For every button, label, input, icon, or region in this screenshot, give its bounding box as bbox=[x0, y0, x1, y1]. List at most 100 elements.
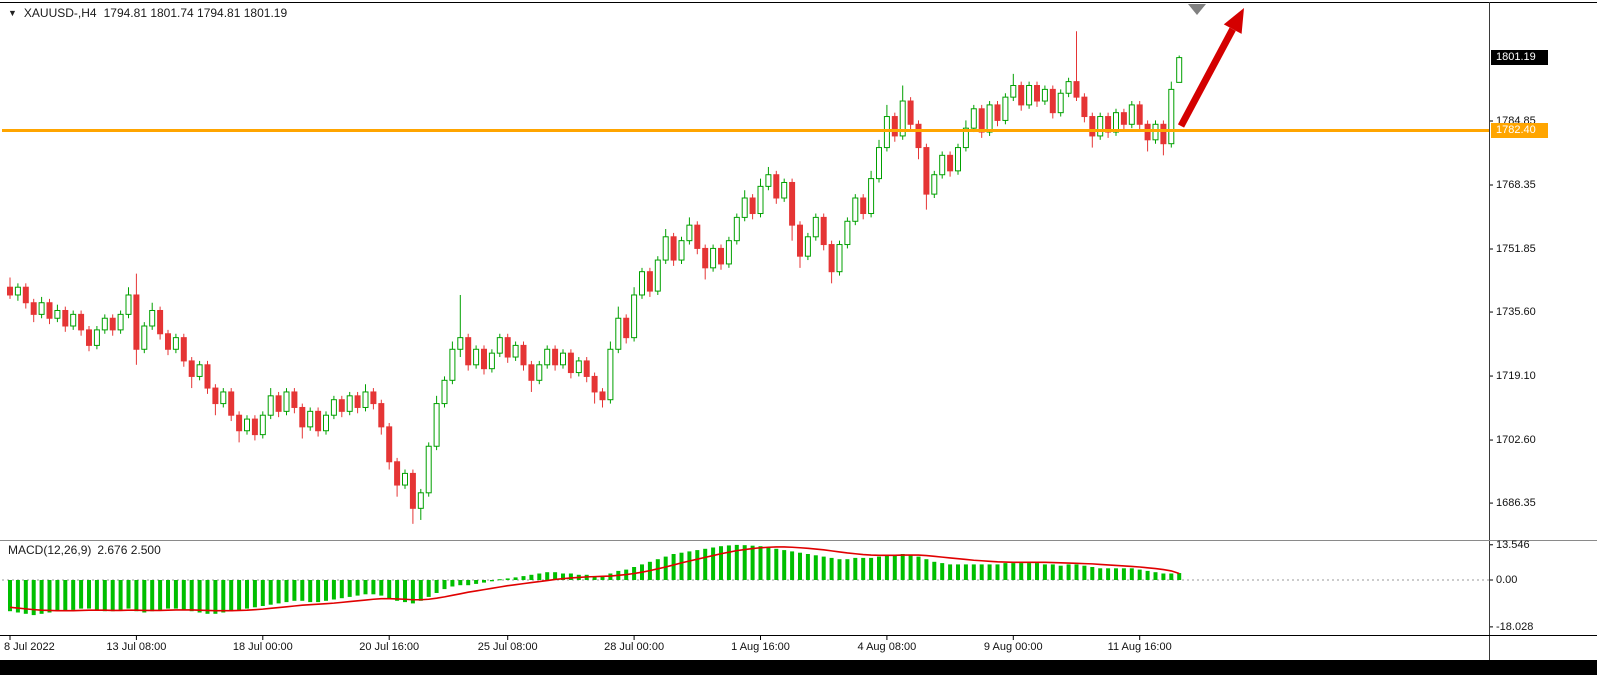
candle-body bbox=[244, 418, 250, 432]
macd-histogram-bar bbox=[197, 580, 202, 613]
macd-histogram-bar bbox=[663, 556, 668, 580]
candle-body bbox=[141, 325, 148, 350]
candle-body bbox=[1105, 116, 1112, 133]
time-axis-separator bbox=[0, 635, 1597, 636]
candle-body bbox=[465, 337, 472, 366]
macd-histogram-bar bbox=[813, 555, 818, 580]
macd-histogram-bar bbox=[324, 580, 328, 601]
candle-body bbox=[409, 472, 416, 509]
macd-histogram-bar bbox=[821, 556, 826, 580]
macd-histogram-bar bbox=[521, 576, 526, 580]
candle-body bbox=[962, 127, 969, 149]
macd-histogram-bar bbox=[750, 545, 755, 580]
macd-histogram-bar bbox=[1129, 568, 1134, 580]
candle-body bbox=[820, 216, 827, 246]
symbol-title: XAUUSD-,H4 bbox=[23, 6, 97, 20]
macd-histogram-bar bbox=[932, 561, 937, 580]
macd-histogram-bar bbox=[150, 580, 155, 612]
candle-body bbox=[402, 472, 408, 486]
macd-histogram-bar bbox=[410, 580, 415, 604]
macd-histogram-bar bbox=[134, 580, 139, 612]
macd-histogram-bar bbox=[529, 574, 534, 580]
candle-body bbox=[560, 352, 566, 366]
candle-body bbox=[1026, 85, 1033, 106]
candle-body bbox=[1034, 85, 1040, 102]
macd-histogram-bar bbox=[474, 580, 479, 584]
macd-histogram-bar bbox=[260, 580, 265, 606]
macd-histogram-bar bbox=[118, 580, 123, 610]
candle-body bbox=[38, 302, 45, 315]
time-axis-label: 11 Aug 16:00 bbox=[1107, 641, 1172, 653]
candle-body bbox=[1160, 123, 1167, 145]
candle-body bbox=[228, 391, 235, 416]
candle-body bbox=[899, 100, 906, 137]
macd-histogram-bar bbox=[1074, 564, 1079, 580]
candle-body bbox=[599, 391, 606, 401]
macd-histogram-bar bbox=[276, 580, 281, 604]
candle-body bbox=[710, 247, 717, 269]
macd-histogram-bar bbox=[268, 580, 273, 605]
candle-body bbox=[330, 399, 337, 416]
macd-indicator-label: MACD(12,26,9) 2.676 2.500 bbox=[8, 543, 167, 557]
indicator-panel-separator[interactable] bbox=[0, 540, 1597, 541]
candle-body bbox=[615, 317, 622, 350]
macd-histogram-bar bbox=[1121, 568, 1126, 580]
macd-histogram-bar bbox=[181, 580, 186, 610]
candle-body bbox=[267, 395, 274, 416]
candle-body bbox=[149, 309, 156, 327]
trend-arrow-head[interactable] bbox=[1223, 8, 1244, 34]
macd-histogram-bar bbox=[908, 555, 913, 580]
time-axis-label: 9 Aug 00:00 bbox=[983, 641, 1043, 653]
candle-body bbox=[101, 317, 108, 331]
candle-body bbox=[591, 375, 598, 393]
macd-histogram-bar bbox=[987, 564, 992, 580]
candle-body bbox=[883, 116, 890, 149]
candle-body bbox=[496, 337, 503, 354]
macd-histogram-bar bbox=[79, 580, 84, 609]
axis-separator-line bbox=[1489, 2, 1490, 660]
macd-histogram-bar bbox=[23, 580, 28, 614]
macd-histogram-bar bbox=[221, 580, 226, 613]
macd-histogram-bar bbox=[55, 580, 60, 612]
candle-body bbox=[180, 337, 187, 362]
candle-body bbox=[1073, 81, 1080, 98]
macd-histogram-bar bbox=[339, 580, 344, 599]
level-price-label: 1782.40 bbox=[1491, 123, 1548, 138]
candle-body bbox=[481, 348, 487, 370]
time-axis[interactable]: 8 Jul 2022 13 Jul 08:00 18 Jul 00:00 20 Jul… bbox=[0, 636, 1489, 660]
candle-body bbox=[639, 271, 645, 296]
candle-body bbox=[62, 309, 69, 327]
candle-body bbox=[1057, 92, 1064, 114]
macd-histogram-bar bbox=[245, 580, 249, 609]
macd-histogram-bar bbox=[774, 548, 779, 580]
macd-histogram-bar bbox=[711, 547, 716, 580]
trend-arrow-shaft[interactable] bbox=[1177, 27, 1236, 128]
macd-histogram-bar bbox=[884, 555, 889, 580]
macd-histogram-bar bbox=[695, 550, 700, 580]
macd-histogram-bar bbox=[758, 546, 763, 580]
candle-body bbox=[812, 216, 819, 238]
symbol-dropdown-icon[interactable]: ▼ bbox=[8, 8, 17, 18]
candle-body bbox=[536, 364, 543, 381]
candle-body bbox=[1113, 112, 1119, 133]
candle-body bbox=[370, 391, 377, 405]
macd-histogram-bar bbox=[497, 579, 502, 581]
candle-body bbox=[939, 154, 946, 176]
macd-histogram-bar bbox=[300, 580, 305, 601]
symbol-info: ▼ XAUUSD-,H4 1794.81 1801.74 1794.81 180… bbox=[8, 6, 287, 20]
macd-histogram-bar bbox=[545, 572, 550, 580]
macd-histogram-bar bbox=[561, 573, 565, 580]
candle-body bbox=[259, 414, 266, 436]
macd-histogram-bar bbox=[782, 550, 787, 580]
candle-body bbox=[583, 360, 590, 377]
candle-body bbox=[196, 364, 203, 377]
macd-histogram-bar bbox=[63, 580, 68, 612]
macd-histogram-bar bbox=[877, 556, 881, 580]
macd-histogram-bar bbox=[31, 580, 36, 616]
candle-body bbox=[433, 403, 440, 447]
candle-body bbox=[860, 197, 867, 215]
candle-body bbox=[473, 348, 480, 366]
candle-body bbox=[1144, 123, 1151, 141]
